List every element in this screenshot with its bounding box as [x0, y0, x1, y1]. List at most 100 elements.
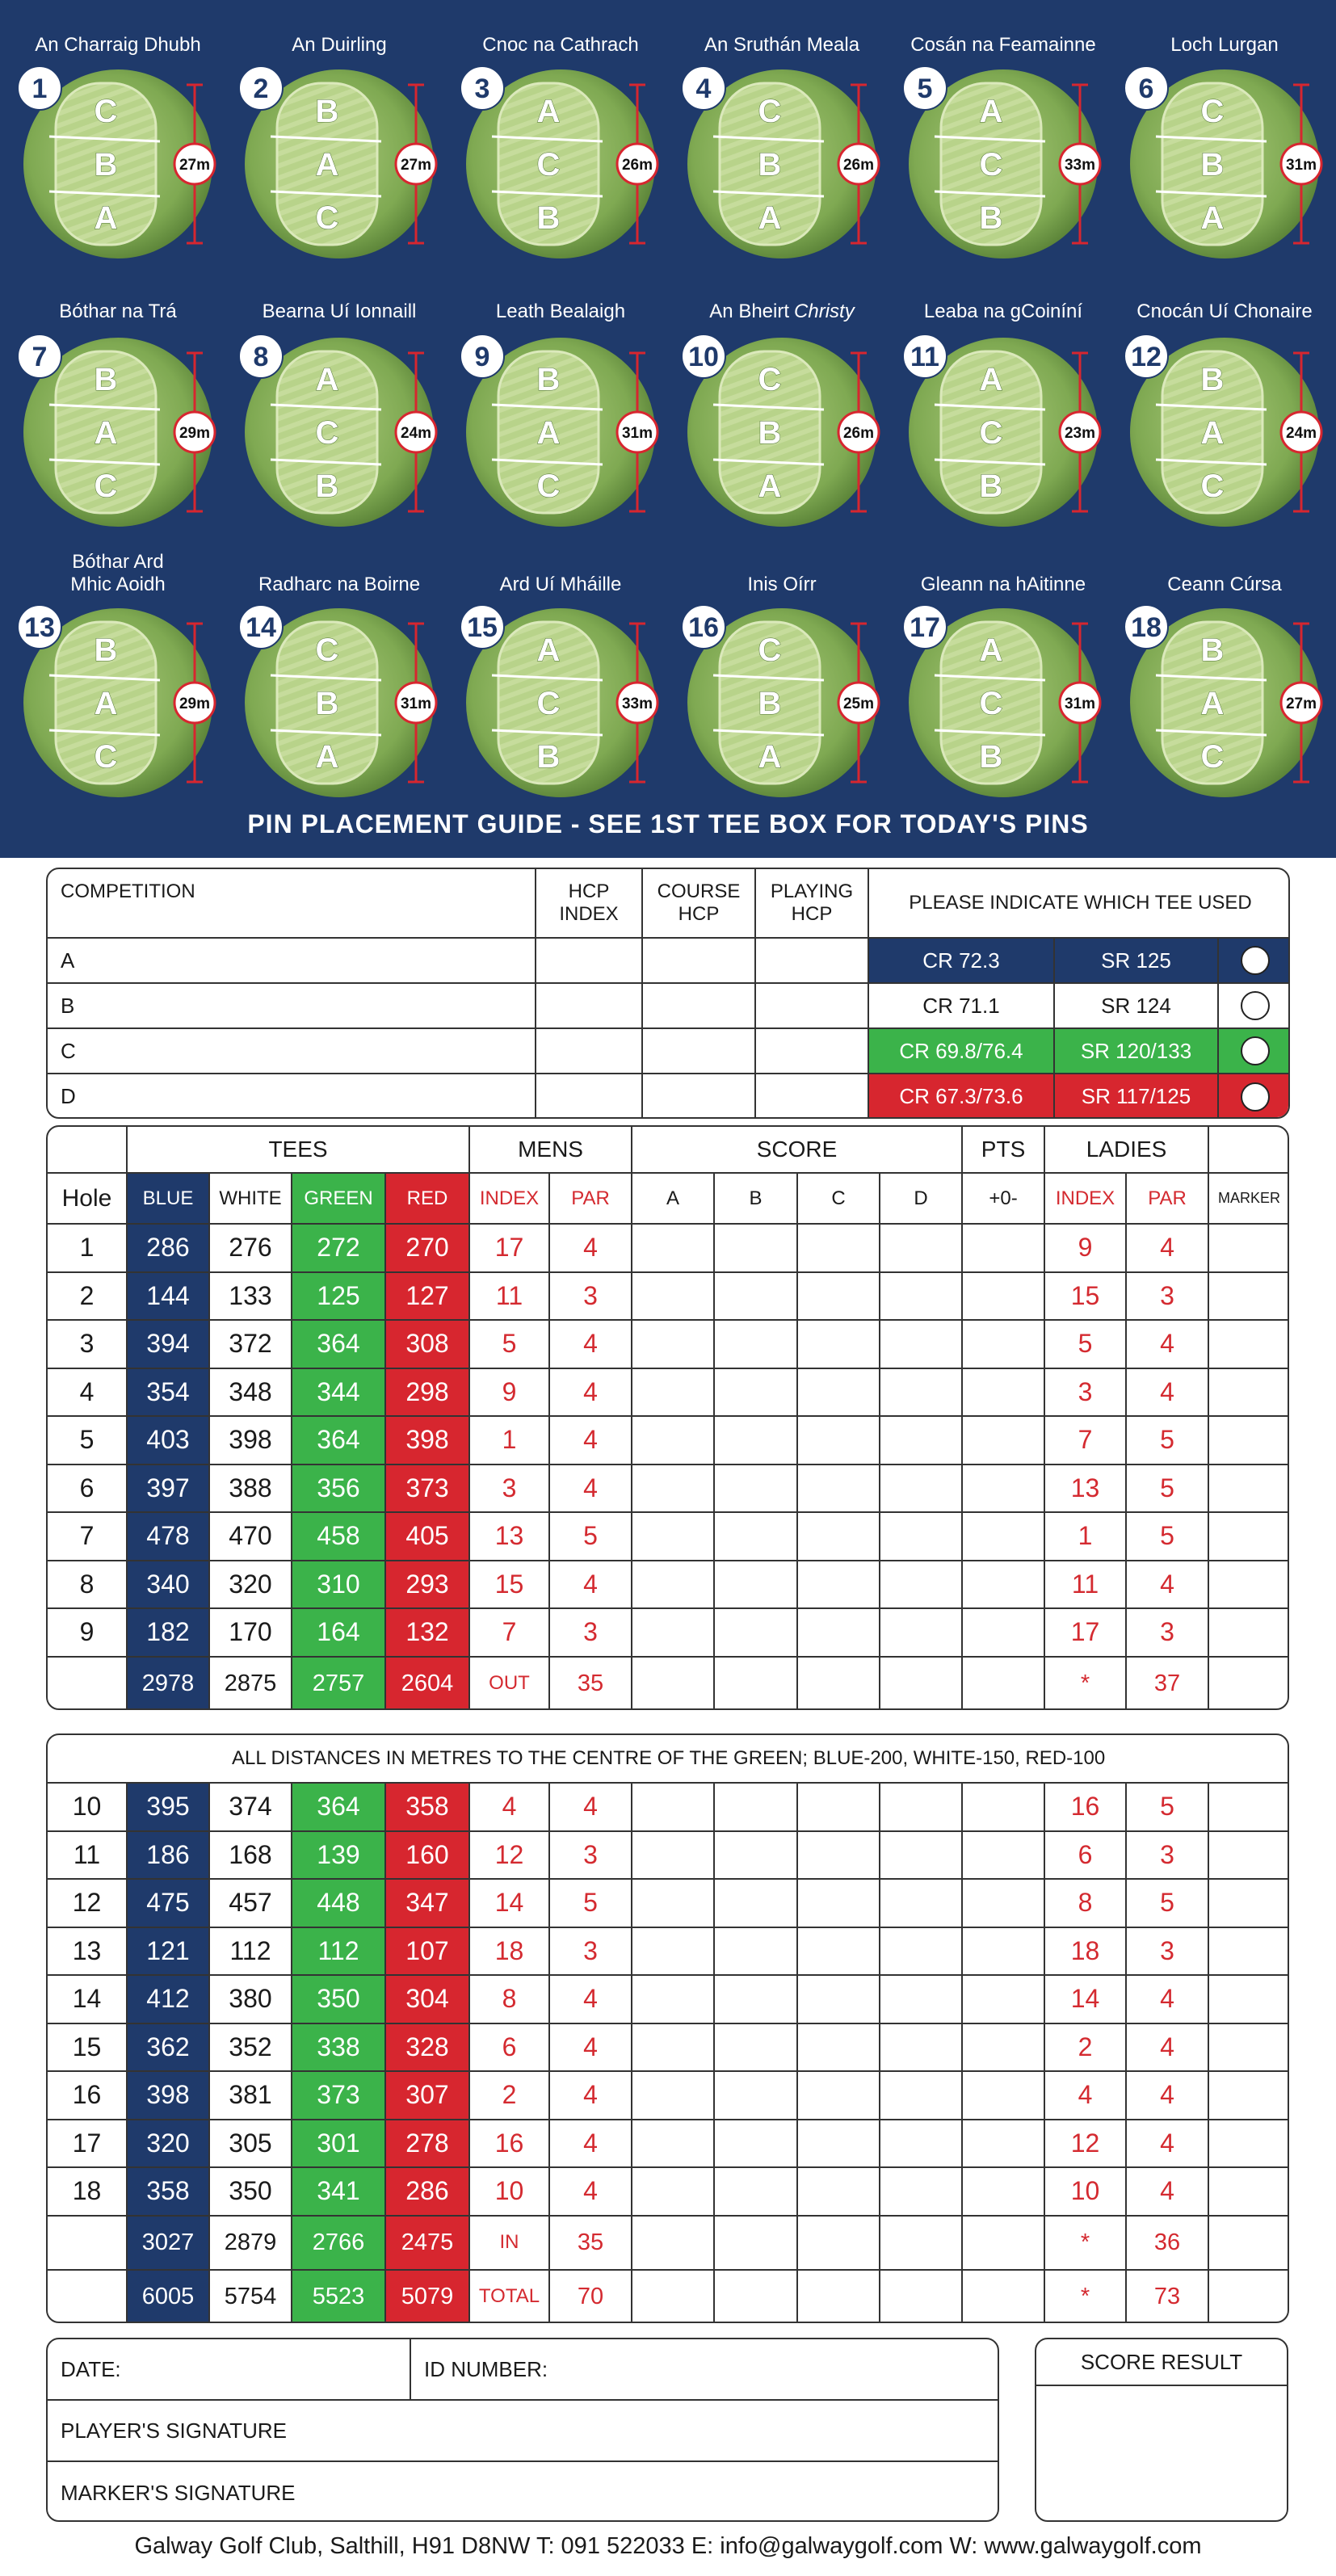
- pin-zone-label: A: [316, 362, 339, 397]
- header-cell: COMPETITION: [48, 869, 536, 939]
- score-result-box: SCORE RESULT: [1035, 2338, 1288, 2522]
- empty-cell: [631, 1511, 716, 1561]
- pin-zone-label: C: [537, 147, 561, 183]
- hole-badge: [902, 604, 947, 649]
- empty-cell: [631, 2268, 715, 2322]
- zone-divider: [491, 135, 603, 143]
- zone-divider: [1155, 135, 1267, 143]
- score-cell: 3: [548, 1607, 633, 1658]
- pin-zone-label: B: [1201, 632, 1225, 668]
- empty-cell: [879, 2166, 963, 2217]
- empty-cell: [1207, 1974, 1288, 2024]
- green-depth: 26m: [843, 425, 874, 442]
- score-cell: 17: [468, 1223, 551, 1273]
- hole-row: 18 358 350 341 286 10 4 10 4: [48, 2166, 1288, 2217]
- score-cell: 286: [384, 2166, 470, 2217]
- hole-number: 2: [254, 74, 269, 104]
- score-cell: 8: [468, 1974, 550, 2024]
- score-cell: 272: [291, 1223, 386, 1273]
- signature-box: DATE: ID NUMBER: PLAYER'S SIGNATURE MARKER'…: [46, 2338, 999, 2522]
- zone-divider: [491, 674, 603, 682]
- header-cell: HCP INDEX: [535, 869, 643, 939]
- score-cell: 139: [291, 1830, 386, 1880]
- slope-rating: SR 120/133: [1053, 1027, 1219, 1074]
- score-cell: 6: [1044, 1830, 1127, 1880]
- pin-zone-label: B: [537, 362, 561, 397]
- hole-badge: [238, 65, 284, 111]
- green-depth: 31m: [401, 695, 431, 712]
- depth-badge: [173, 681, 216, 725]
- score-cell: 352: [208, 2022, 292, 2072]
- pin-zone-label: B: [316, 94, 339, 129]
- score-cell: 13: [1044, 1463, 1128, 1513]
- score-cell: 11: [468, 1271, 551, 1321]
- hole-badge: [460, 334, 505, 379]
- pin-zone-label: C: [95, 94, 118, 129]
- hole-badge: [1124, 65, 1169, 111]
- empty-cell: [961, 2214, 1045, 2271]
- depth-badge: [615, 681, 659, 725]
- empty-cell: [796, 1655, 881, 1708]
- empty-cell: [879, 1974, 963, 2024]
- column-label: BLUE: [126, 1172, 210, 1225]
- front-nine-table: TEES MENS SCORE PTS LADIES Hole BLUE WHITE GREEN…: [46, 1125, 1289, 1710]
- hole-row: 14 412 380 350 304 8 4 14 4: [48, 1974, 1288, 2024]
- hole-number: 18: [1131, 612, 1162, 643]
- depth-badge: [837, 142, 880, 186]
- hole-name: Inis Oírr: [677, 523, 887, 596]
- pin-guide-panel: [0, 0, 1336, 858]
- score-cell: 7: [1044, 1415, 1128, 1465]
- pin-zone-label: C: [95, 469, 118, 504]
- score-cell: 4: [48, 1367, 128, 1417]
- hole-name-text: Bóthar Ard Mhic Aoidh: [70, 551, 166, 595]
- tee-label: D: [48, 1073, 536, 1117]
- score-cell: *: [1044, 2214, 1127, 2271]
- empty-cell: [535, 982, 643, 1029]
- score-cell: 4: [548, 1367, 633, 1417]
- column-label: RED: [384, 1172, 471, 1225]
- empty-cell: [879, 1878, 963, 1928]
- empty-cell: [879, 1271, 964, 1321]
- score-cell: 4: [1125, 1974, 1209, 2024]
- empty-cell: [754, 937, 869, 984]
- empty-cell: [879, 1926, 963, 1976]
- tee-row: C CR 69.8/76.4 SR 120/133: [48, 1027, 1288, 1074]
- empty-cell: [631, 1607, 716, 1658]
- pin-zone-label: A: [537, 415, 561, 451]
- pin-zone-label: A: [95, 686, 118, 721]
- green-surface: [718, 82, 821, 246]
- score-cell: 9: [48, 1607, 128, 1658]
- hole-row: 11 186 168 139 160 12 3 6 3: [48, 1830, 1288, 1880]
- score-cell: 4: [1125, 1223, 1210, 1273]
- tee-label: C: [48, 1027, 536, 1074]
- hole-number: 12: [1131, 342, 1162, 372]
- score-cell: 182: [126, 1607, 210, 1658]
- tee-row: B CR 71.1 SR 124: [48, 982, 1288, 1029]
- column-label: Hole: [48, 1172, 128, 1225]
- score-cell: 3: [1125, 1926, 1209, 1976]
- hole-name: Ard Uí Mháille: [456, 523, 666, 596]
- zone-divider: [712, 458, 825, 466]
- tee-checkbox-circle: [1241, 991, 1270, 1020]
- empty-cell: [1207, 1782, 1288, 1832]
- score-cell: 381: [208, 2070, 292, 2120]
- zone-divider: [270, 403, 382, 411]
- hole-number: 7: [32, 342, 48, 372]
- hole-row: 1 286 276 272 270 17 4 9 4: [48, 1223, 1288, 1273]
- hole-badge: [17, 334, 62, 379]
- empty-cell: [1208, 1271, 1288, 1321]
- score-cell: 12: [1044, 2118, 1127, 2168]
- empty-cell: [961, 1415, 1046, 1465]
- score-cell: TOTAL: [468, 2268, 550, 2322]
- empty-cell: [1207, 2118, 1288, 2168]
- score-cell: OUT: [468, 1655, 551, 1708]
- zone-divider: [712, 674, 825, 682]
- empty-cell: [631, 2070, 715, 2120]
- header-cell: COURSE HCP: [641, 869, 756, 939]
- score-cell: 7: [48, 1511, 128, 1561]
- hole-name: An Sruthán Meala: [677, 0, 887, 57]
- header-cell: PLEASE INDICATE WHICH TEE USED: [868, 869, 1288, 939]
- group-label: PTS: [961, 1127, 1046, 1174]
- score-cell: 18: [1044, 1926, 1127, 1976]
- total-row: 2978 2875 2757 2604 OUT 35 * 37: [48, 1655, 1288, 1708]
